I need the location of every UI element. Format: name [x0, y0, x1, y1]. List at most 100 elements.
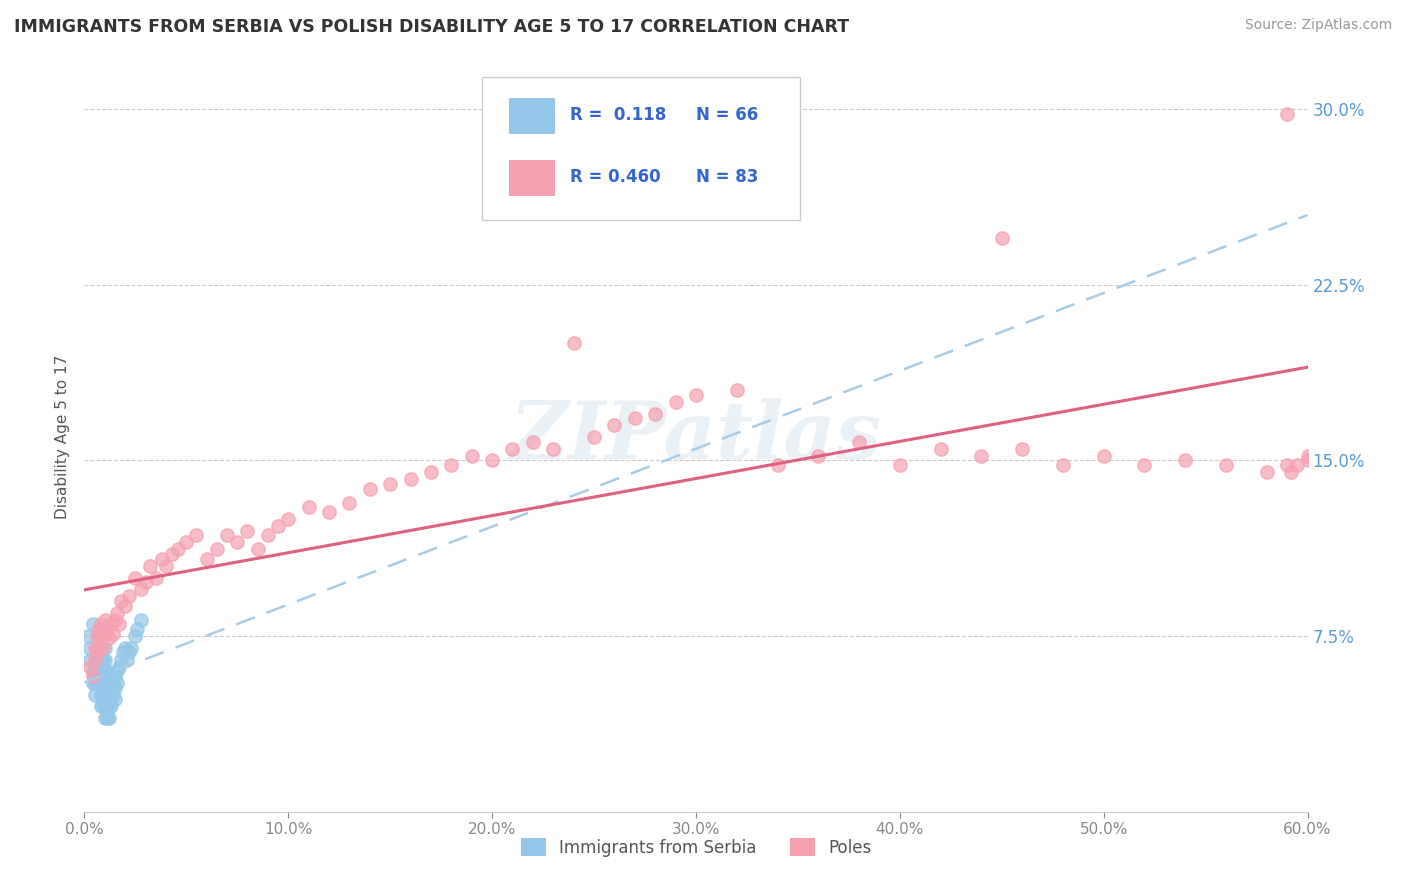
Point	[100, 699, 122, 714]
Point	[131, 613, 153, 627]
Point	[118, 646, 141, 660]
Point	[83, 652, 105, 666]
Point	[1011, 442, 1033, 456]
Point	[1296, 449, 1319, 463]
Point	[91, 688, 114, 702]
Point	[110, 594, 132, 608]
Point	[100, 617, 122, 632]
Point	[1256, 465, 1278, 479]
Point	[120, 640, 142, 655]
Point	[79, 659, 101, 673]
Point	[90, 640, 112, 655]
Point	[150, 551, 173, 566]
Point	[93, 613, 115, 627]
Point	[79, 652, 101, 666]
Point	[83, 664, 105, 679]
Point	[86, 652, 108, 666]
Point	[86, 676, 108, 690]
Point	[1215, 458, 1237, 473]
Point	[257, 528, 280, 542]
Point	[96, 664, 118, 679]
Point	[226, 535, 249, 549]
Point	[97, 632, 120, 646]
Point	[93, 699, 115, 714]
Point	[91, 699, 114, 714]
Point	[87, 640, 110, 655]
Point	[848, 434, 870, 449]
Point	[124, 629, 146, 643]
Point	[105, 676, 128, 690]
Point	[543, 442, 565, 456]
Text: N = 66: N = 66	[696, 106, 758, 124]
Point	[91, 676, 114, 690]
Point	[114, 640, 136, 655]
Point	[155, 558, 177, 573]
Point	[96, 711, 118, 725]
Point	[104, 681, 127, 695]
Point	[96, 699, 118, 714]
Point	[83, 676, 105, 690]
Point	[380, 476, 402, 491]
Text: R =  0.118: R = 0.118	[569, 106, 666, 124]
Point	[1052, 458, 1074, 473]
Bar	[509, 160, 555, 196]
FancyBboxPatch shape	[482, 78, 800, 219]
Point	[86, 629, 108, 643]
Point	[83, 652, 105, 666]
Point	[93, 640, 115, 655]
Point	[267, 519, 290, 533]
Point	[665, 395, 688, 409]
Point	[91, 664, 114, 679]
Point	[440, 458, 463, 473]
Point	[104, 669, 127, 683]
Point	[87, 652, 110, 666]
Point	[101, 626, 124, 640]
Point	[624, 411, 647, 425]
Point	[131, 582, 153, 597]
Point	[86, 646, 108, 660]
Point	[108, 659, 131, 673]
Point	[105, 606, 128, 620]
Point	[87, 636, 110, 650]
Point	[603, 418, 626, 433]
Point	[82, 676, 104, 690]
Point	[766, 458, 789, 473]
Point	[114, 599, 136, 613]
Point	[93, 676, 115, 690]
Text: R = 0.460: R = 0.460	[569, 168, 661, 186]
Point	[195, 551, 218, 566]
Point	[889, 458, 911, 473]
Point	[725, 384, 748, 398]
Point	[562, 336, 585, 351]
Text: Source: ZipAtlas.com: Source: ZipAtlas.com	[1244, 18, 1392, 32]
Point	[96, 622, 118, 636]
Point	[118, 590, 141, 604]
Point	[105, 664, 128, 679]
Point	[420, 465, 443, 479]
Point	[87, 622, 110, 636]
Point	[82, 669, 104, 683]
Point	[83, 688, 105, 702]
Point	[87, 676, 110, 690]
Point	[93, 688, 115, 702]
Point	[110, 652, 132, 666]
Point	[135, 575, 157, 590]
Point	[1296, 453, 1319, 467]
Point	[1092, 449, 1115, 463]
Point	[77, 629, 100, 643]
Legend: Immigrants from Serbia, Poles: Immigrants from Serbia, Poles	[515, 832, 877, 863]
Point	[101, 688, 124, 702]
Point	[90, 688, 112, 702]
Point	[97, 688, 120, 702]
Point	[97, 699, 120, 714]
Point	[298, 500, 321, 515]
Point	[96, 688, 118, 702]
Point	[583, 430, 606, 444]
Point	[461, 449, 484, 463]
Point	[90, 664, 112, 679]
Point	[97, 676, 120, 690]
Point	[112, 646, 135, 660]
Point	[104, 613, 127, 627]
Point	[145, 571, 167, 585]
Point	[90, 699, 112, 714]
